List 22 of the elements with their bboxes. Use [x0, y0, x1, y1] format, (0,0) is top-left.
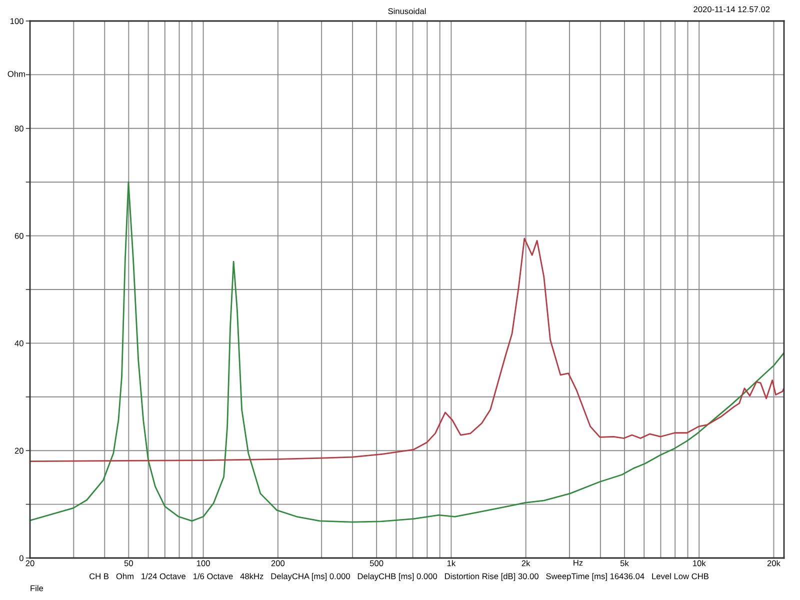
- text: 2020-11-14 12.57.02: [694, 6, 770, 12]
- x-tick-label: 1k: [447, 560, 456, 566]
- y-tick-label: 60: [14, 233, 24, 239]
- x-tick-label: 100: [196, 560, 210, 566]
- text: CH B Ohm 1/24 Octave 1/6 Octave 48kHz DelayCHA [ms] 0.000 DelayCHB [ms] 0.000 Distortion Rise [dB] 30.00 SweepTime [ms] 16436.04 Level Low CHB: [90, 573, 709, 581]
- y-tick-label: 0: [19, 555, 24, 562]
- x-tick-label: 200: [271, 560, 285, 566]
- y-tick-label: 20: [14, 448, 24, 454]
- x-tick-label: 2k: [522, 560, 530, 566]
- x-tick-label: 500: [370, 560, 384, 566]
- x-tick-label: 5k: [620, 560, 629, 566]
- x-tick-label: 50: [124, 560, 133, 566]
- x-axis-title: Hz: [574, 560, 583, 566]
- y-axis-title: Ohm: [8, 70, 25, 77]
- x-tick-label: 10k: [693, 560, 706, 566]
- text: File: [30, 585, 44, 592]
- x-tick-label: 20: [26, 560, 34, 566]
- x-tick-label: 20k: [767, 560, 780, 566]
- y-tick-label: 100: [10, 18, 24, 24]
- y-tick-label: 40: [14, 340, 24, 346]
- chart-title: Sinusoidal: [388, 8, 426, 14]
- y-tick-label: 80: [14, 126, 24, 132]
